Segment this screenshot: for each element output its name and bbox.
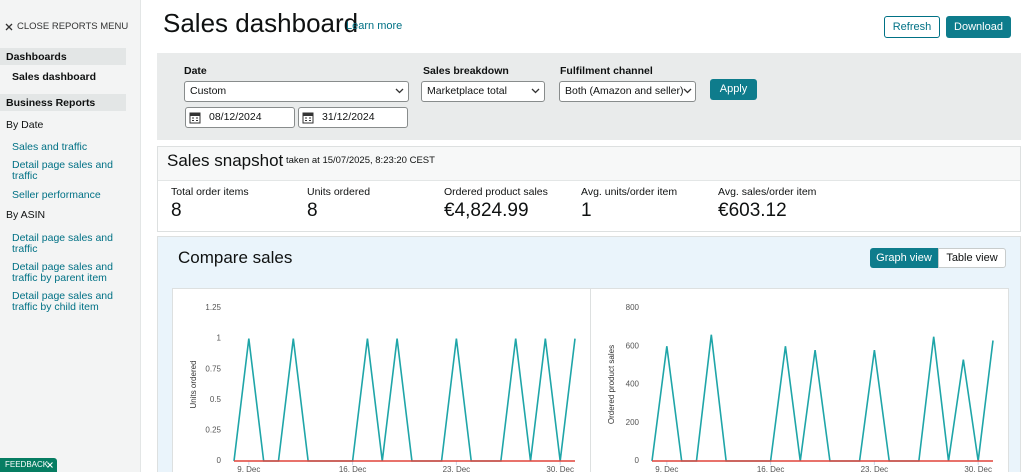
y-tick-label: 400 [626,380,640,389]
table-view-toggle[interactable]: Table view [938,248,1006,268]
y-tick-label: 600 [626,341,640,350]
nav-link[interactable]: Seller performance [12,189,101,201]
snapshot-header [158,147,1020,181]
metric-label: Avg. sales/order item [718,186,817,198]
metric-value: €4,824.99 [444,200,529,221]
metric-value: 8 [307,200,318,221]
y-tick-label: 0.25 [205,426,221,435]
active-item[interactable]: Sales dashboard [12,71,97,83]
close-icon[interactable] [5,23,13,31]
y-tick-label: 0.5 [210,395,222,404]
metric-value: €603.12 [718,200,787,221]
compare-title: Compare sales [178,248,293,267]
section-bar [0,94,126,111]
graph-view-toggle[interactable]: Graph view [870,248,938,268]
nav-link[interactable]: Sales and traffic [12,141,88,153]
chevron [395,88,404,94]
x-tick-label: 16. Dec [339,465,367,472]
x-tick-label: 9. Dec [237,465,260,472]
group-label: By ASIN [6,209,46,221]
metric-value: 8 [171,200,182,221]
end-date-input[interactable]: 31/12/2024 [298,107,408,128]
calendar-icon [302,112,314,124]
close-menu[interactable]: CLOSE REPORTS MENU [17,21,129,32]
feedback-label[interactable]: FEEDBACK [5,460,49,469]
units-chart: Units ordered 0 0.25 0.5 0.75 1 1.25 9. Dec 16. … [172,288,591,472]
metric-label: Avg. units/order item [581,186,678,198]
breakdown-select[interactable]: Marketplace total [421,81,545,102]
y-tick-label: 0 [635,456,640,465]
y-tick-label: 0.75 [205,364,221,373]
filter-label: Date [184,65,207,77]
y-tick-label: 1.25 [205,303,221,312]
metric-label: Ordered product sales [444,186,548,198]
snapshot-title: Sales snapshot [167,151,284,170]
input-value: 08/12/2024 [209,111,262,123]
start-date-input[interactable]: 08/12/2024 [185,107,295,128]
y-tick-label: 1 [217,334,222,343]
y-axis-title: Units ordered [189,360,198,408]
chevron [683,88,692,94]
nav-link[interactable]: Detail page sales and traffic [12,232,113,255]
nav-link[interactable]: Detail page sales and traffic [12,159,113,182]
nav-link[interactable]: Detail page sales and traffic by parent … [12,261,113,284]
group-label: By Date [6,119,44,131]
select-value: Marketplace total [427,85,507,97]
x-tick-label: 23. Dec [861,465,889,472]
learn-more[interactable]: Learn more [346,20,403,32]
refresh-button[interactable]: Refresh [884,16,940,38]
channel-select[interactable]: Both (Amazon and seller) [559,81,696,102]
y-axis-title: Ordered product sales [607,345,616,424]
x-tick-label: 30. Dec [964,465,992,472]
feedback-close[interactable] [47,462,53,468]
filter-label: Sales breakdown [423,65,509,77]
download-button[interactable]: Download [946,16,1011,38]
section-heading: Dashboards [6,51,67,63]
x-tick-label: 23. Dec [443,465,471,472]
date-select[interactable]: Custom [184,81,409,102]
section-heading: Business Reports [6,97,96,109]
select-value: Custom [190,85,227,97]
series-line [233,338,576,462]
sales-chart: Ordered product sales 0 200 400 600 800 9. Dec… [590,288,1009,472]
x-tick-label: 9. Dec [655,465,678,472]
select-value: Both (Amazon and seller) [565,85,684,97]
metric-value: 1 [581,200,592,221]
sidebar: CLOSE REPORTS MENU Dashboards Sales dash… [0,0,141,472]
chevron [531,88,540,94]
x-tick-label: 16. Dec [757,465,785,472]
y-tick-label: 200 [626,418,640,427]
y-tick-label: 800 [626,303,640,312]
page-title: Sales dashboard [163,8,359,38]
snapshot-timestamp: taken at 15/07/2025, 8:23:20 CEST [286,155,435,166]
feedback-badge[interactable]: FEEDBACK [0,458,57,472]
series-line [651,334,994,462]
nav-link[interactable]: Detail page sales and traffic by child i… [12,290,113,313]
filter-label: Fulfilment channel [560,65,653,77]
apply-button[interactable]: Apply [710,79,757,100]
section-bar [0,48,126,65]
metric-label: Total order items [171,186,249,198]
y-tick-label: 0 [217,456,222,465]
metric-label: Units ordered [307,186,371,198]
input-value: 31/12/2024 [322,111,375,123]
x-tick-label: 30. Dec [546,465,574,472]
calendar-icon [189,112,201,124]
